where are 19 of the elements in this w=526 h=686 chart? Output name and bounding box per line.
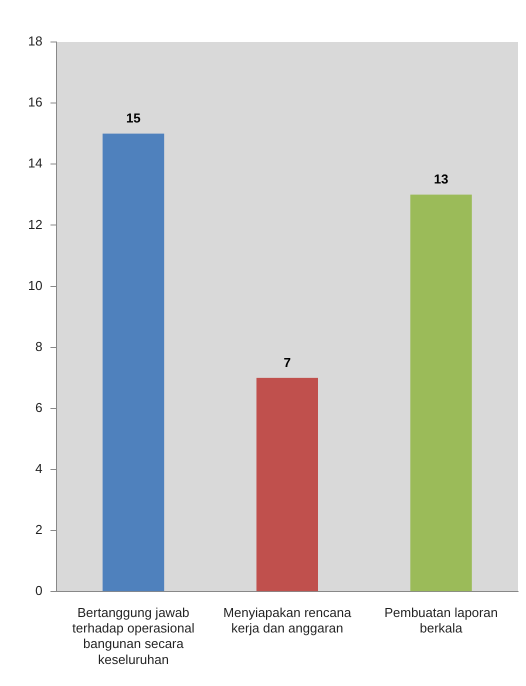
y-tick-label: 8 (35, 338, 42, 354)
bar (102, 134, 164, 592)
y-tick-label: 12 (28, 216, 42, 232)
y-tick-label: 0 (35, 583, 42, 598)
y-tick-label: 2 (35, 522, 42, 538)
x-tick-label: Menyiapakan rencana kerja dan anggaran (223, 604, 352, 636)
y-tick-label: 14 (28, 156, 42, 171)
data-label: 13 (434, 172, 448, 187)
y-tick-label: 18 (28, 34, 42, 49)
bar (410, 194, 472, 592)
data-label: 7 (284, 354, 291, 370)
y-tick-label: 16 (28, 94, 42, 110)
data-label: 15 (126, 110, 141, 126)
x-tick-label: Pembuatan laporan berkala (384, 604, 498, 636)
y-tick-label: 4 (35, 461, 42, 476)
x-tick-label: Bertanggung jawab terhadap operasional bangunan secara keseluruhan (72, 604, 195, 667)
y-tick-label: 6 (35, 400, 42, 415)
bar (256, 378, 318, 592)
y-tick-label: 10 (28, 278, 42, 293)
